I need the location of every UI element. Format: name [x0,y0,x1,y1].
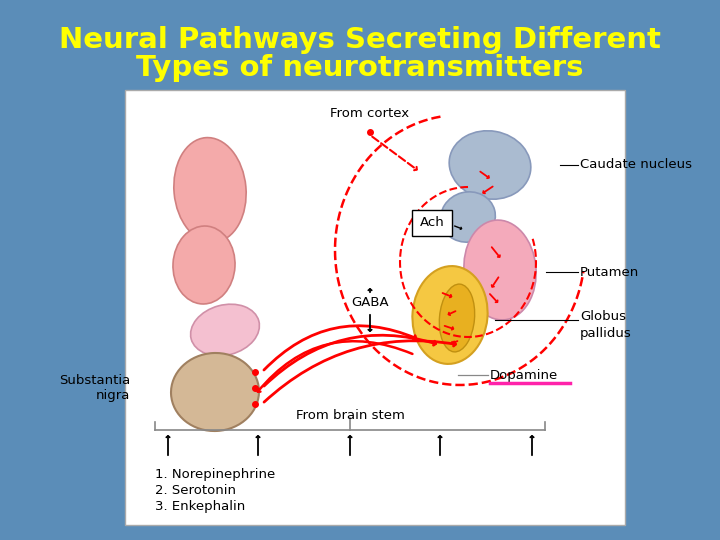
Text: Dopamine: Dopamine [490,368,558,381]
Bar [125,90,625,525]
Text: 2. Serotonin: 2. Serotonin [155,484,236,497]
Ellipse shape [413,266,487,364]
Text: Types of neurotransmitters: Types of neurotransmitters [136,54,584,82]
Text: 3. Enkephalin: 3. Enkephalin [155,500,246,513]
Text: Neural Pathways Secreting Different: Neural Pathways Secreting Different [59,26,661,54]
Text: 1. Norepinephrine: 1. Norepinephrine [155,468,275,481]
Ellipse shape [173,226,235,304]
Ellipse shape [174,138,246,242]
Text: Caudate nucleus: Caudate nucleus [580,159,692,172]
FancyBboxPatch shape [412,210,452,236]
Text: GABA: GABA [351,295,389,308]
Text: Substantia
nigra: Substantia nigra [59,374,130,402]
Ellipse shape [464,220,536,320]
Text: From cortex: From cortex [330,107,410,120]
Ellipse shape [449,131,531,199]
Ellipse shape [191,304,259,356]
Text: Putamen: Putamen [580,266,639,279]
Ellipse shape [171,353,259,431]
Text: Ach: Ach [420,217,444,230]
Ellipse shape [441,192,495,242]
Text: From brain stem: From brain stem [296,409,405,422]
Ellipse shape [439,284,474,352]
Text: Globus
pallidus: Globus pallidus [580,310,631,340]
